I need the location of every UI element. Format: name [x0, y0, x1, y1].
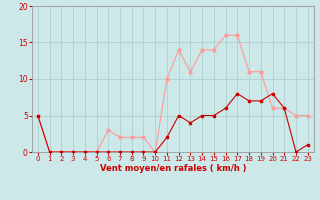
X-axis label: Vent moyen/en rafales ( km/h ): Vent moyen/en rafales ( km/h )	[100, 164, 246, 173]
